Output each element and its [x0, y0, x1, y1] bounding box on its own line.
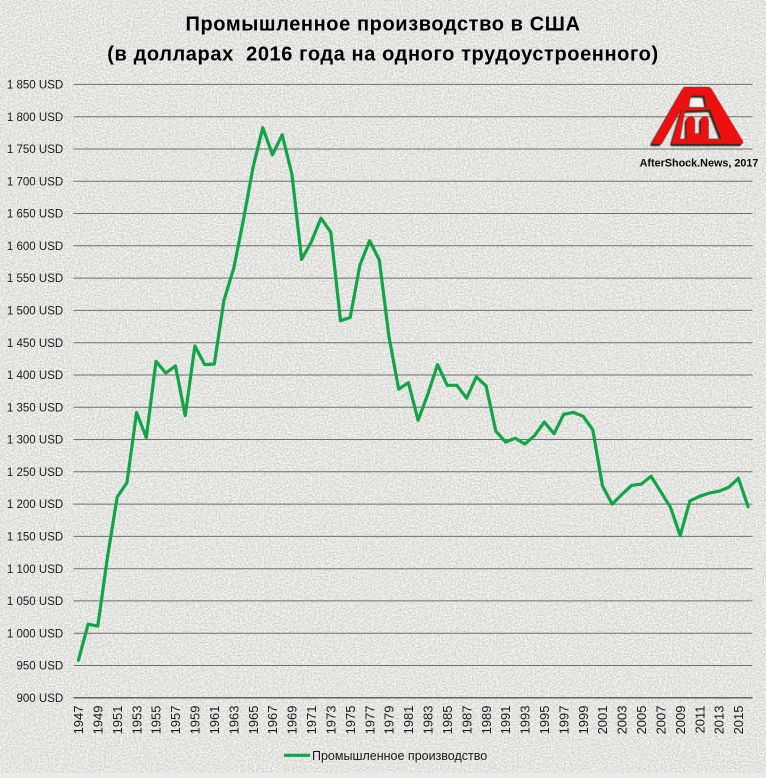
svg-text:1947: 1947 [71, 706, 86, 735]
svg-text:1961: 1961 [207, 706, 222, 735]
svg-text:1985: 1985 [440, 706, 455, 735]
svg-text:1967: 1967 [265, 706, 280, 735]
svg-text:1 500 USD: 1 500 USD [7, 306, 63, 318]
svg-text:1949: 1949 [91, 706, 106, 735]
svg-text:1 800 USD: 1 800 USD [7, 112, 63, 124]
svg-text:2005: 2005 [634, 706, 649, 735]
svg-text:1963: 1963 [226, 706, 241, 735]
svg-text:1 700 USD: 1 700 USD [7, 176, 63, 188]
svg-text:1 400 USD: 1 400 USD [7, 370, 63, 382]
svg-text:900 USD: 900 USD [17, 693, 64, 705]
svg-text:1 100 USD: 1 100 USD [7, 564, 63, 576]
svg-text:1969: 1969 [285, 706, 300, 735]
svg-text:2011: 2011 [692, 706, 707, 734]
svg-text:1 050 USD: 1 050 USD [7, 596, 63, 608]
svg-text:1 350 USD: 1 350 USD [7, 402, 63, 414]
svg-text:1 000 USD: 1 000 USD [7, 628, 63, 640]
svg-text:1957: 1957 [168, 706, 183, 735]
svg-text:1999: 1999 [576, 706, 591, 735]
svg-text:1991: 1991 [498, 706, 513, 735]
svg-text:1977: 1977 [362, 706, 377, 735]
svg-text:Промышленное производство: Промышленное производство [312, 749, 487, 763]
svg-text:2007: 2007 [654, 706, 669, 735]
svg-text:1997: 1997 [556, 706, 571, 735]
svg-text:1973: 1973 [324, 706, 339, 735]
svg-text:950 USD: 950 USD [17, 661, 64, 673]
svg-text:1965: 1965 [246, 706, 261, 735]
svg-text:1951: 1951 [110, 706, 125, 735]
svg-text:1995: 1995 [537, 706, 552, 735]
svg-text:2009: 2009 [673, 706, 688, 735]
svg-text:1 250 USD: 1 250 USD [7, 467, 63, 479]
svg-text:1979: 1979 [382, 706, 397, 735]
svg-text:1 150 USD: 1 150 USD [7, 532, 63, 544]
svg-text:2003: 2003 [615, 706, 630, 735]
svg-text:(в долларах 2016 года на одно: (в долларах 2016 года на одного трудоуст… [107, 44, 658, 66]
svg-text:1955: 1955 [149, 706, 164, 735]
svg-text:1983: 1983 [421, 706, 436, 735]
svg-text:1 200 USD: 1 200 USD [7, 499, 63, 511]
svg-text:1 600 USD: 1 600 USD [7, 241, 63, 253]
svg-text:1993: 1993 [518, 706, 533, 735]
svg-text:1989: 1989 [479, 706, 494, 735]
svg-text:2001: 2001 [595, 706, 610, 735]
svg-text:1 450 USD: 1 450 USD [7, 338, 63, 350]
svg-text:2013: 2013 [712, 706, 727, 735]
svg-text:1 300 USD: 1 300 USD [7, 435, 63, 447]
svg-text:Промышленное производство в СШ: Промышленное производство в США [185, 13, 580, 35]
svg-text:1 550 USD: 1 550 USD [7, 273, 63, 285]
svg-text:2015: 2015 [731, 706, 746, 735]
svg-text:1971: 1971 [304, 706, 319, 735]
svg-text:1 650 USD: 1 650 USD [7, 209, 63, 221]
svg-text:AfterShock.News, 2017: AfterShock.News, 2017 [640, 158, 759, 170]
svg-text:1987: 1987 [459, 706, 474, 735]
svg-text:1 750 USD: 1 750 USD [7, 144, 63, 156]
svg-text:1975: 1975 [343, 706, 358, 735]
svg-text:1953: 1953 [129, 706, 144, 735]
svg-text:1 850 USD: 1 850 USD [7, 80, 63, 92]
svg-text:1981: 1981 [401, 706, 416, 735]
svg-text:1959: 1959 [188, 706, 203, 735]
